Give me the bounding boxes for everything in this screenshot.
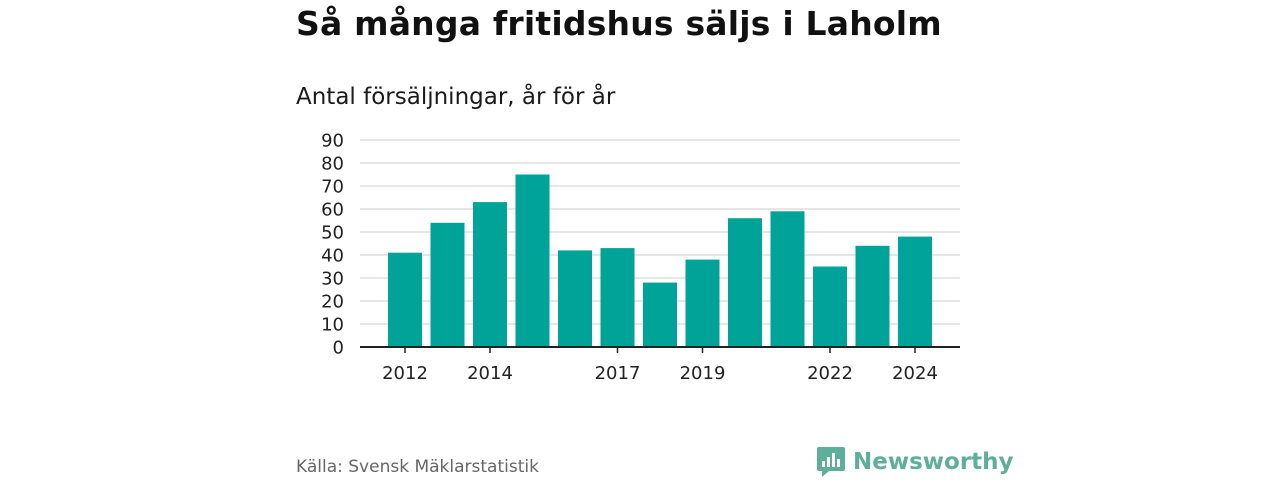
chart-subtitle: Antal försäljningar, år för år xyxy=(296,84,616,110)
y-tick-label: 30 xyxy=(321,269,344,290)
bar-2013 xyxy=(430,222,465,347)
source-note: Källa: Svensk Mäklarstatistik xyxy=(296,457,539,477)
y-tick-label: 90 xyxy=(321,131,344,152)
y-tick-label: 40 xyxy=(321,246,344,267)
bar-2024 xyxy=(898,236,932,347)
bar-2022 xyxy=(813,266,847,347)
y-tick-label: 70 xyxy=(321,177,344,198)
bar-2023 xyxy=(855,245,890,347)
x-tick-label: 2022 xyxy=(807,363,853,384)
y-tick-label: 20 xyxy=(321,292,344,313)
bar-2014 xyxy=(473,202,507,347)
brand-logo[interactable]: Newsworthy xyxy=(816,446,1014,478)
bar-2016 xyxy=(558,250,592,347)
x-tick-labels: 2012 2014 2017 2019 2022 2024 xyxy=(382,347,938,384)
y-tick-label: 80 xyxy=(321,154,344,175)
chart-title: Så många fritidshus säljs i Laholm xyxy=(296,4,942,43)
bar-2019 xyxy=(685,259,720,347)
x-tick-label: 2019 xyxy=(680,363,726,384)
brand-name: Newsworthy xyxy=(853,449,1014,475)
bar-2017 xyxy=(600,248,635,347)
bars xyxy=(388,174,932,347)
chart-card: Så många fritidshus säljs i Laholm Antal… xyxy=(296,0,1014,480)
x-tick-label: 2024 xyxy=(892,363,938,384)
bar-2012 xyxy=(388,252,422,347)
bar-2020 xyxy=(728,218,762,347)
y-tick-label: 50 xyxy=(321,223,344,244)
bar-chart-speech-bubble-icon xyxy=(817,447,845,477)
x-tick-label: 2014 xyxy=(467,363,513,384)
y-tick-label: 60 xyxy=(321,200,344,221)
y-tick-label: 10 xyxy=(321,315,344,336)
x-tick-label: 2012 xyxy=(382,363,428,384)
bar-2018 xyxy=(643,282,677,347)
bar-2015 xyxy=(515,174,550,347)
y-tick-label: 0 xyxy=(333,338,344,359)
x-tick-label: 2017 xyxy=(595,363,641,384)
bar-2021 xyxy=(770,211,805,347)
